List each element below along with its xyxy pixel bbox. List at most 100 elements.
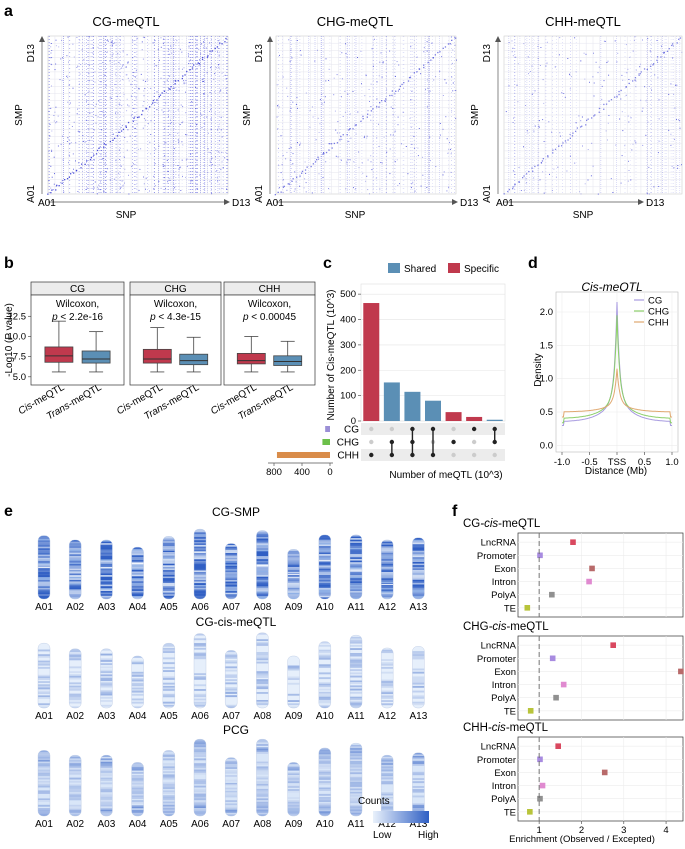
enrichment-category-label: Intron bbox=[492, 680, 516, 691]
chrom-band bbox=[256, 742, 269, 745]
enrichment-title: CHG-cis-meQTL bbox=[463, 621, 549, 633]
chrom-band bbox=[412, 550, 425, 553]
chrom-band bbox=[318, 570, 331, 573]
chrom-band bbox=[412, 563, 425, 566]
chromosome-a03 bbox=[100, 539, 113, 600]
map-trans-point bbox=[181, 122, 183, 124]
map-cis-point bbox=[120, 130, 123, 132]
map-trans-point bbox=[345, 53, 347, 55]
chrom-band bbox=[131, 795, 144, 798]
map-trans-point bbox=[538, 120, 540, 122]
chromosome-a08 bbox=[256, 530, 269, 599]
map-trans-point bbox=[450, 148, 451, 150]
chrom-band bbox=[69, 540, 82, 542]
chrom-band bbox=[69, 671, 82, 674]
map-trans-point bbox=[673, 94, 675, 95]
chrom-band bbox=[225, 573, 238, 576]
map-trans-point bbox=[608, 115, 610, 116]
chrom-band bbox=[162, 704, 175, 707]
map-trans-point bbox=[122, 64, 124, 66]
map-trans-point bbox=[142, 58, 144, 60]
chrom-band bbox=[350, 578, 362, 581]
chrom-band bbox=[38, 764, 50, 767]
map-trans-point bbox=[164, 165, 166, 167]
map-trans-point bbox=[217, 129, 219, 131]
chrom-band bbox=[225, 759, 238, 762]
chrom-band bbox=[100, 653, 113, 656]
chrom-band bbox=[162, 801, 175, 804]
chrom-centromere bbox=[287, 574, 300, 576]
map-trans-point bbox=[198, 48, 200, 50]
map-trans-point bbox=[156, 102, 158, 104]
map-trans-point bbox=[405, 146, 407, 147]
chrom-band bbox=[381, 663, 394, 666]
map-trans-point bbox=[329, 143, 331, 145]
chrom-band bbox=[194, 744, 206, 746]
chrom-band bbox=[381, 796, 394, 799]
chrom-band bbox=[381, 684, 394, 687]
map-trans-point bbox=[384, 101, 386, 102]
chrom-band bbox=[194, 597, 206, 599]
chrom-band bbox=[162, 579, 175, 582]
chrom-band bbox=[256, 685, 269, 688]
map-trans-point bbox=[280, 172, 282, 174]
map-trans-point bbox=[100, 141, 102, 143]
chrom-band bbox=[256, 578, 269, 581]
map-trans-point bbox=[142, 105, 144, 107]
map-trans-point bbox=[132, 72, 134, 73]
chrom-band bbox=[69, 584, 82, 587]
chrom-band bbox=[350, 573, 362, 576]
chrom-band bbox=[256, 811, 269, 814]
map-cis-point bbox=[643, 68, 646, 70]
map-trans-point bbox=[190, 181, 192, 183]
upset-ytick-label: 200 bbox=[340, 365, 356, 376]
chrom-band bbox=[287, 568, 300, 571]
chrom-band bbox=[287, 678, 300, 680]
map-trans-point bbox=[629, 56, 631, 58]
chrom-band bbox=[194, 575, 206, 578]
chrom-band bbox=[318, 581, 331, 584]
map-trans-point bbox=[345, 43, 346, 45]
enrichment-category-label: Promoter bbox=[477, 551, 516, 562]
chrom-band bbox=[131, 581, 144, 584]
chrom-band bbox=[162, 594, 175, 597]
enrichment-category-label: Exon bbox=[494, 768, 516, 779]
chrom-band bbox=[350, 762, 362, 765]
chrom-band bbox=[412, 676, 425, 679]
chrom-band bbox=[194, 655, 206, 658]
chrom-band bbox=[131, 563, 144, 566]
map-trans-point bbox=[111, 45, 113, 47]
map-trans-point bbox=[368, 89, 370, 90]
upset-ytick-label: 500 bbox=[340, 289, 356, 300]
chrom-band bbox=[225, 650, 238, 653]
map-trans-point bbox=[115, 160, 117, 162]
map-cis-point bbox=[639, 73, 641, 75]
map-trans-point bbox=[342, 116, 344, 117]
map-trans-point bbox=[365, 74, 367, 76]
map-trans-point bbox=[673, 138, 675, 140]
map-trans-point bbox=[221, 161, 223, 163]
chrom-band bbox=[100, 557, 113, 560]
map-cis-point bbox=[391, 90, 393, 92]
chrom-band bbox=[38, 804, 50, 807]
chrom-band bbox=[131, 793, 144, 796]
map-trans-point bbox=[543, 102, 545, 104]
chrom-band bbox=[69, 793, 82, 796]
chrom-band bbox=[256, 768, 269, 770]
chrom-band bbox=[162, 755, 175, 758]
chrom-outline bbox=[349, 743, 363, 817]
map-trans-point bbox=[542, 119, 544, 121]
map-trans-point bbox=[360, 50, 362, 52]
map-ylabel-chg: SMP bbox=[242, 104, 253, 126]
chrom-band bbox=[287, 814, 300, 817]
chrom-band bbox=[350, 541, 362, 544]
chrom-band bbox=[381, 578, 394, 581]
chrom-band bbox=[162, 693, 175, 696]
map-trans-point bbox=[390, 134, 392, 136]
map-trans-point bbox=[670, 144, 672, 146]
map-cis-point bbox=[68, 176, 70, 178]
chrom-band bbox=[412, 651, 425, 653]
chrom-band bbox=[100, 584, 113, 587]
map-cis-point bbox=[193, 64, 195, 66]
chrom-band bbox=[100, 560, 113, 563]
